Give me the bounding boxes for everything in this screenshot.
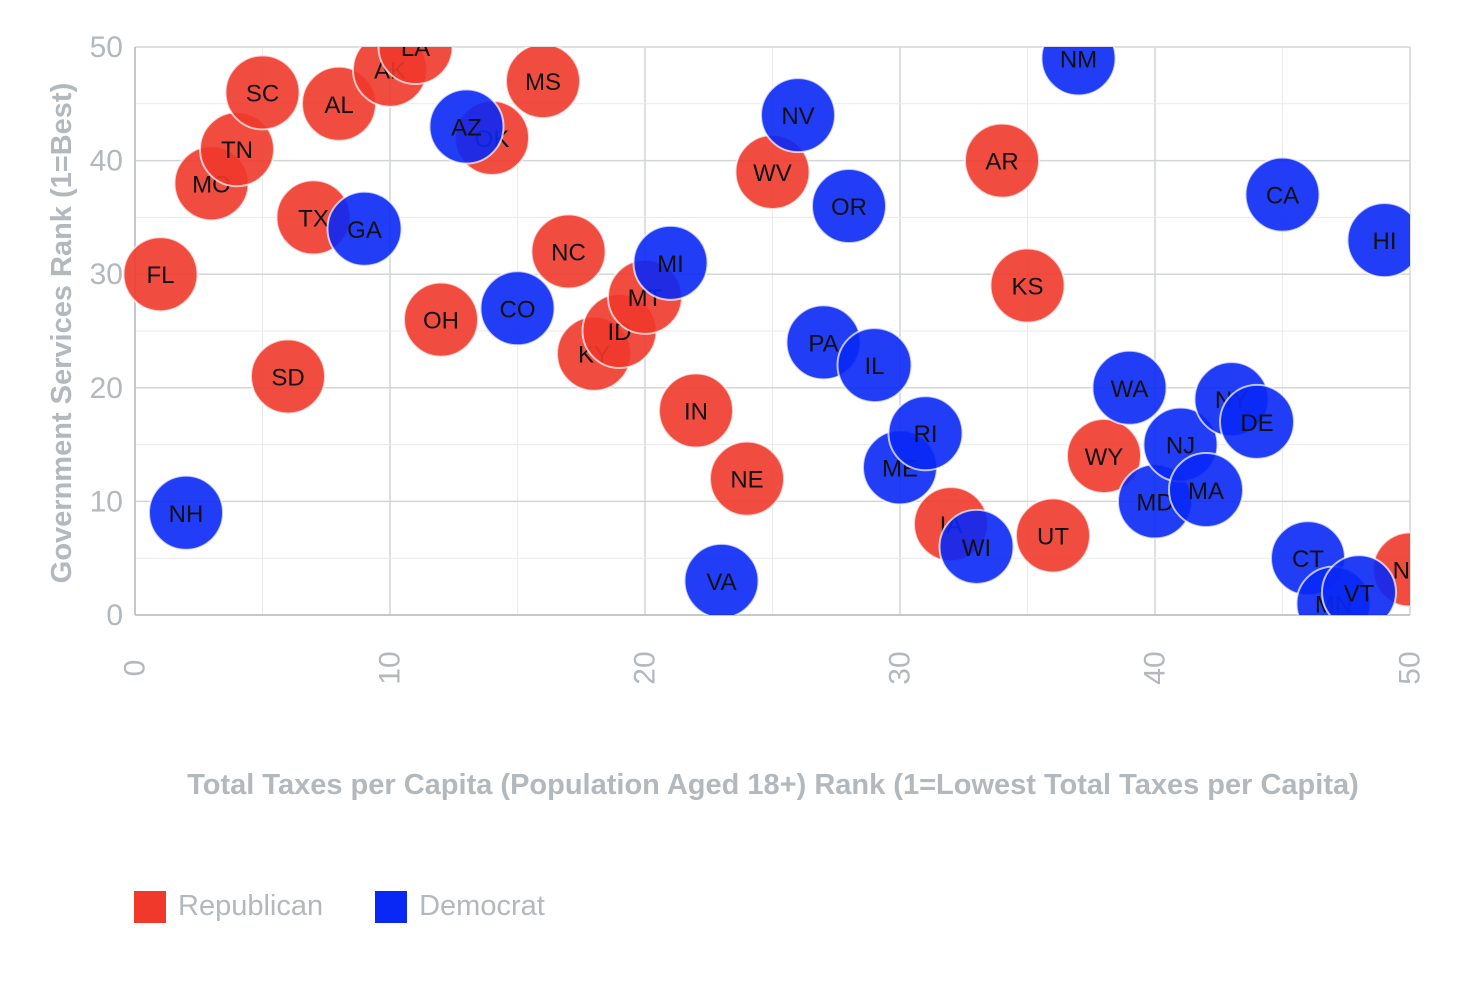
bubbles: FLMOTNSCSDTXALAKLAOHOKMSNCKYIDMTINNEWVIA… (122, 10, 1428, 629)
bubble-label-ms: MS (525, 69, 561, 96)
bubble-label-il: IL (864, 353, 884, 380)
legend-swatch-democrat (375, 890, 408, 923)
legend-label-republican: Republican (178, 890, 324, 922)
bubble-label-ma: MA (1188, 478, 1224, 505)
bubble-label-ne: NE (730, 467, 763, 494)
bubble-label-wi: WI (962, 535, 991, 562)
y-tick-label: 30 (90, 258, 123, 291)
bubble-label-tx: TX (298, 205, 329, 232)
x-tick-label: 0 (119, 660, 152, 677)
bubble-ms[interactable] (505, 44, 581, 120)
bubble-label-fl: FL (146, 262, 174, 289)
bubble-label-de: DE (1240, 410, 1273, 437)
x-tick-label: 30 (884, 651, 917, 684)
bubble-label-sd: SD (271, 364, 304, 391)
bubble-label-ut: UT (1037, 523, 1069, 550)
bubble-label-nj: NJ (1166, 433, 1195, 460)
bubble-nm[interactable] (1040, 21, 1117, 97)
x-tick-label: 10 (374, 651, 407, 684)
bubble-label-al: AL (324, 92, 353, 119)
legend-swatch-republican (134, 890, 166, 923)
bubble-fl[interactable] (122, 236, 199, 313)
bubble-label-az: AZ (451, 115, 482, 142)
bubble-label-oh: OH (423, 308, 459, 335)
bubble-vt[interactable] (1321, 554, 1397, 629)
bubble-ca[interactable] (1244, 156, 1321, 233)
bubble-label-nc: NC (551, 239, 586, 266)
bubble-label-tn: TN (221, 137, 253, 164)
bubble-label-wv: WV (753, 160, 792, 187)
bubble-ks[interactable] (989, 247, 1066, 324)
bubble-label-va: VA (706, 569, 736, 596)
bubble-label-in: IN (684, 399, 708, 426)
bubble-label-mi: MI (657, 251, 684, 278)
bubble-label-or: OR (831, 194, 867, 221)
y-axis-label: Government Services Rank (1=Best) (46, 83, 78, 583)
bubble-ar[interactable] (964, 122, 1040, 199)
bubble-label-ks: KS (1011, 274, 1043, 301)
bubble-label-nd: ND (1393, 558, 1428, 585)
bubble-nv[interactable] (760, 77, 836, 154)
legend: Republican Democrat (134, 890, 597, 923)
bubble-wa[interactable] (1091, 349, 1168, 426)
bubble-mi[interactable] (632, 224, 709, 301)
y-tick-label: 20 (90, 372, 123, 405)
bubble-label-co: CO (500, 296, 536, 323)
y-tick-label: 0 (106, 599, 123, 632)
bubble-label-nv: NV (781, 103, 814, 130)
bubble-label-nh: NH (169, 501, 204, 528)
ticks: 0 10 20 30 40 50 0 10 20 30 40 50 (90, 31, 1427, 685)
bubble-co[interactable] (479, 270, 556, 347)
bubble-ma[interactable] (1168, 452, 1244, 529)
y-tick-label: 40 (90, 145, 123, 178)
bubble-oh[interactable] (403, 281, 479, 358)
bubble-wy[interactable] (1066, 417, 1142, 494)
legend-item-republican[interactable]: Republican (134, 890, 323, 923)
bubble-sc[interactable] (224, 54, 301, 131)
bubble-label-ar: AR (985, 149, 1018, 176)
bubble-ut[interactable] (1015, 497, 1091, 574)
bubble-wi[interactable] (938, 508, 1015, 585)
bubble-label-wy: WY (1085, 444, 1124, 471)
bubble-az[interactable] (428, 88, 505, 165)
bubble-label-md: MD (1136, 489, 1173, 516)
y-tick-label: 50 (90, 31, 123, 64)
x-tick-label: 40 (1139, 651, 1172, 684)
bubble-hi[interactable] (1346, 202, 1422, 279)
y-tick-label: 10 (90, 485, 123, 518)
bubble-label-sc: SC (246, 80, 279, 107)
bubble-il[interactable] (836, 327, 913, 404)
bubble-label-vt: VT (1344, 580, 1375, 607)
series-democrat: NHGAAZCOMIVANVPAORILMERIWINMWAMDNJMANYDE… (148, 21, 1422, 629)
bubble-label-la: LA (401, 35, 430, 62)
legend-label-democrat: Democrat (419, 890, 545, 922)
bubble-la[interactable] (377, 10, 454, 85)
bubble-nh[interactable] (148, 474, 224, 551)
bubble-label-ri: RI (914, 421, 938, 448)
bubble-de[interactable] (1219, 383, 1295, 460)
bubble-label-nm: NM (1060, 46, 1097, 73)
bubble-va[interactable] (683, 542, 760, 618)
bubble-label-pa: PA (808, 330, 838, 357)
bubble-ne[interactable] (709, 440, 785, 517)
bubble-label-ca: CA (1266, 183, 1299, 210)
bubble-ri[interactable] (887, 395, 964, 472)
axes (134, 47, 1410, 616)
bubble-or[interactable] (811, 168, 887, 245)
bubble-in[interactable] (658, 372, 734, 449)
bubble-ga[interactable] (326, 190, 403, 267)
x-tick-label: 20 (629, 651, 662, 684)
bubble-label-ga: GA (347, 217, 382, 244)
bubble-sd[interactable] (250, 338, 326, 415)
x-tick-label: 50 (1394, 651, 1427, 684)
bubble-label-hi: HI (1373, 228, 1397, 255)
bubble-label-wa: WA (1111, 376, 1149, 403)
bubble-nc[interactable] (530, 213, 607, 290)
legend-item-democrat[interactable]: Democrat (375, 890, 545, 923)
x-axis-label: Total Taxes per Capita (Population Aged … (187, 769, 1359, 801)
